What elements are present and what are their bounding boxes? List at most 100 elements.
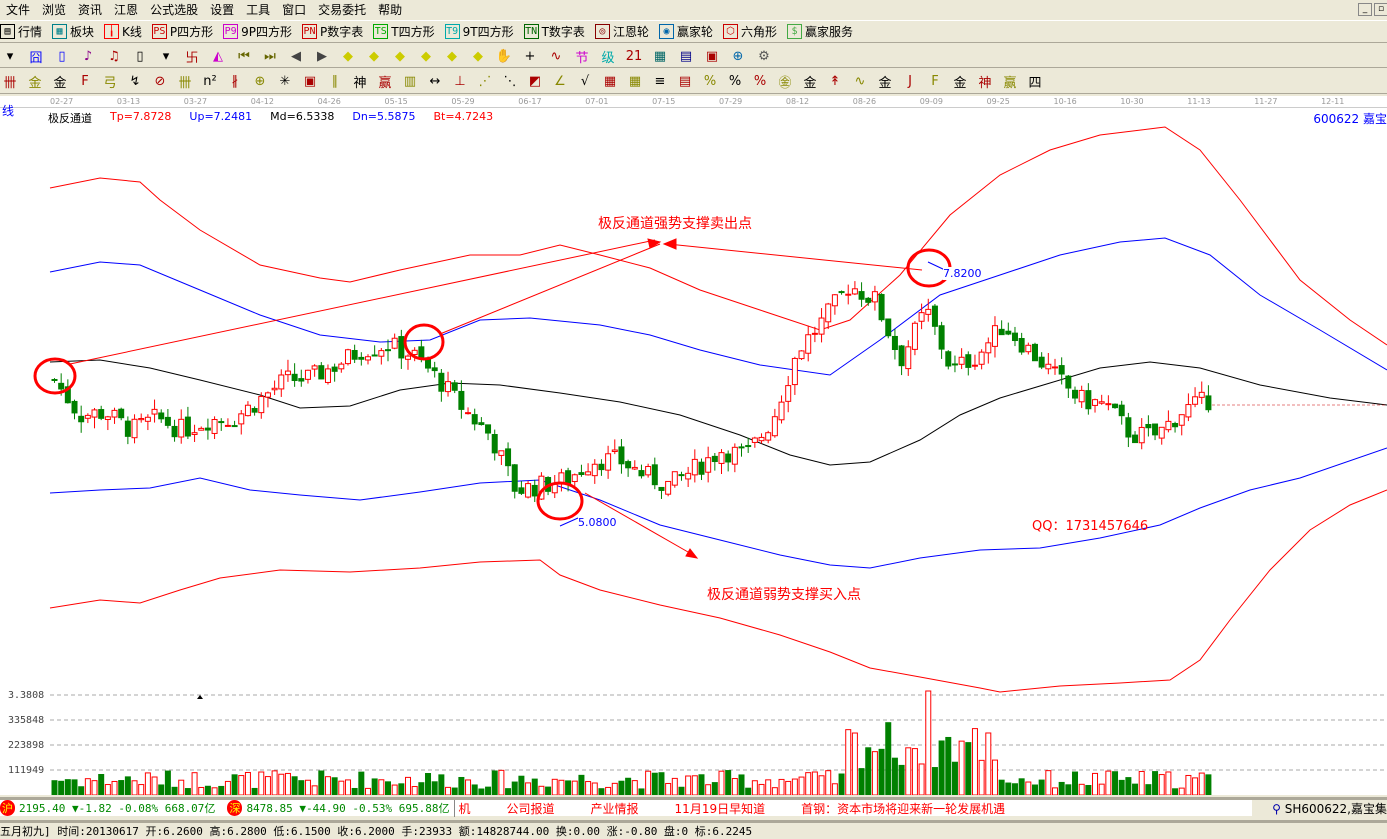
- toolbar-button[interactable]: ▦ 板块: [52, 23, 94, 40]
- chart-tool-icon[interactable]: 卐: [185, 50, 199, 66]
- chart-tool-icon[interactable]: ⊕: [732, 48, 744, 64]
- drawing-tool-icon[interactable]: F: [931, 74, 939, 89]
- drawing-tool-icon[interactable]: 神: [353, 76, 367, 91]
- toolbar-button[interactable]: PS P四方形: [151, 23, 213, 40]
- chart-tool-icon[interactable]: +: [524, 48, 536, 64]
- chart-tool-icon[interactable]: 囧: [29, 50, 43, 66]
- news-item[interactable]: 公司报道: [506, 801, 555, 816]
- restore-button[interactable]: ▫: [1374, 3, 1387, 16]
- toolbar-button[interactable]: ╽ K线: [104, 23, 142, 40]
- news-item[interactable]: 机: [458, 801, 471, 816]
- chart-tool-icon[interactable]: ▾: [6, 48, 14, 64]
- menu-item[interactable]: 资讯: [78, 2, 103, 17]
- toolbar-button[interactable]: TS T四方形: [373, 23, 435, 40]
- menu-item[interactable]: 交易委托: [318, 2, 367, 17]
- drawing-tool-icon[interactable]: 赢: [1003, 76, 1017, 91]
- chart-tool-icon[interactable]: ✋: [495, 48, 513, 64]
- news-item[interactable]: 11月19日早知道: [674, 801, 766, 816]
- chart-tool-icon[interactable]: 21: [625, 48, 643, 64]
- toolbar-button[interactable]: ◎ 江恩轮: [594, 23, 649, 40]
- news-item[interactable]: 产业情报: [590, 801, 639, 816]
- drawing-tool-icon[interactable]: 金: [803, 76, 817, 91]
- menu-item[interactable]: 浏览: [42, 2, 67, 17]
- menu-item[interactable]: 窗口: [282, 2, 307, 17]
- drawing-tool-icon[interactable]: 金: [53, 76, 67, 91]
- drawing-tool-icon[interactable]: 金: [28, 76, 42, 91]
- drawing-tool-icon[interactable]: 神: [978, 76, 992, 91]
- drawing-tool-icon[interactable]: ↯: [129, 74, 141, 89]
- menu-item[interactable]: 文件: [6, 2, 31, 17]
- drawing-tool-icon[interactable]: ⋰: [478, 74, 492, 89]
- chart-tool-icon[interactable]: ⚙: [758, 48, 770, 64]
- toolbar-button[interactable]: TN T数字表: [523, 23, 585, 40]
- toolbar-button[interactable]: P9 9P四方形: [223, 23, 292, 40]
- news-item[interactable]: 首钢：资本市场将迎来新一轮发展机遇: [801, 801, 1006, 816]
- drawing-tool-icon[interactable]: ✳: [279, 74, 291, 89]
- drawing-tool-icon[interactable]: ⋱: [503, 74, 517, 89]
- drawing-tool-icon[interactable]: ◩: [528, 74, 542, 89]
- drawing-tool-icon[interactable]: ↟: [829, 74, 841, 89]
- drawing-tool-icon[interactable]: ▤: [678, 74, 692, 89]
- menu-item[interactable]: 帮助: [378, 2, 403, 17]
- drawing-tool-icon[interactable]: ⊥: [454, 74, 466, 89]
- drawing-tool-icon[interactable]: ↔: [429, 74, 441, 89]
- chart-tool-icon[interactable]: ◆: [395, 48, 405, 64]
- drawing-tool-icon[interactable]: ▣: [303, 74, 317, 89]
- toolbar-button[interactable]: T9 9T四方形: [444, 23, 514, 40]
- chart-tool-icon[interactable]: ▯: [58, 48, 66, 64]
- drawing-tool-icon[interactable]: 弓: [103, 76, 117, 91]
- drawing-tool-icon[interactable]: ▦: [603, 74, 617, 89]
- drawing-tool-icon[interactable]: ∿: [854, 74, 866, 89]
- drawing-tool-icon[interactable]: 金: [878, 76, 892, 91]
- menu-item[interactable]: 设置: [210, 2, 235, 17]
- chart-tool-icon[interactable]: ◭: [213, 48, 223, 64]
- drawing-tool-icon[interactable]: 赢: [378, 76, 392, 91]
- chart-tool-icon[interactable]: ▣: [705, 48, 719, 64]
- toolbar-button[interactable]: ▤ 行情: [0, 23, 42, 40]
- menu-item[interactable]: 工具: [246, 2, 271, 17]
- toolbar-button[interactable]: ⬡ 六角形: [722, 23, 777, 40]
- chart-tool-icon[interactable]: ◀: [291, 48, 301, 64]
- minimize-button[interactable]: _: [1358, 3, 1372, 16]
- drawing-tool-icon[interactable]: %: [703, 74, 717, 89]
- chart-tool-icon[interactable]: ♪: [83, 48, 93, 64]
- drawing-tool-icon[interactable]: ∠: [554, 74, 566, 89]
- chart-tool-icon[interactable]: ▤: [679, 48, 693, 64]
- chart-tool-icon[interactable]: ◆: [421, 48, 431, 64]
- chart-tool-icon[interactable]: ♫: [108, 48, 120, 64]
- toolbar-button[interactable]: $ 赢家服务: [786, 23, 853, 40]
- drawing-tool-icon[interactable]: ≡: [654, 74, 666, 89]
- drawing-tool-icon[interactable]: 金: [953, 76, 967, 91]
- drawing-tool-icon[interactable]: %: [728, 74, 742, 89]
- menu-item[interactable]: 江恩: [114, 2, 139, 17]
- chart-tool-icon[interactable]: ◆: [343, 48, 353, 64]
- drawing-tool-icon[interactable]: ▦: [628, 74, 642, 89]
- chart-tool-icon[interactable]: ▯: [136, 48, 144, 64]
- drawing-tool-icon[interactable]: ㊎: [778, 76, 792, 91]
- chart-tool-icon[interactable]: ▶: [317, 48, 327, 64]
- sh-index-quote[interactable]: 2195.40 ▼-1.82 -0.08% 668.07亿: [19, 802, 216, 815]
- drawing-tool-icon[interactable]: ⊕: [254, 74, 266, 89]
- chart-tool-icon[interactable]: ◆: [473, 48, 483, 64]
- drawing-tool-icon[interactable]: F: [81, 74, 89, 89]
- drawing-tool-icon[interactable]: n²: [203, 74, 217, 89]
- toolbar-button[interactable]: PN P数字表: [302, 23, 363, 40]
- drawing-tool-icon[interactable]: ⊘: [154, 74, 166, 89]
- chart-tool-icon[interactable]: 节: [575, 50, 589, 66]
- chart-tool-icon[interactable]: ⏮: [238, 48, 250, 64]
- drawing-tool-icon[interactable]: J: [908, 74, 912, 89]
- sz-index-quote[interactable]: 8478.85 ▼-44.90 -0.53% 695.88亿: [246, 802, 450, 815]
- chart-tool-icon[interactable]: ▾: [162, 48, 170, 64]
- chart-tool-icon[interactable]: ⏭: [264, 48, 276, 64]
- chart-tool-icon[interactable]: ∿: [550, 48, 562, 64]
- chart-tool-icon[interactable]: ◆: [447, 48, 457, 64]
- drawing-tool-icon[interactable]: √: [580, 74, 590, 89]
- toolbar-button[interactable]: ◉ 赢家轮: [658, 23, 713, 40]
- chart-tool-icon[interactable]: ◆: [369, 48, 379, 64]
- drawing-tool-icon[interactable]: 四: [1028, 76, 1042, 91]
- drawing-tool-icon[interactable]: 卌: [178, 76, 192, 91]
- menu-item[interactable]: 公式选股: [150, 2, 199, 17]
- drawing-tool-icon[interactable]: 卌: [3, 76, 17, 91]
- chart-tool-icon[interactable]: ▦: [653, 48, 667, 64]
- chart-tool-icon[interactable]: 级: [601, 50, 615, 66]
